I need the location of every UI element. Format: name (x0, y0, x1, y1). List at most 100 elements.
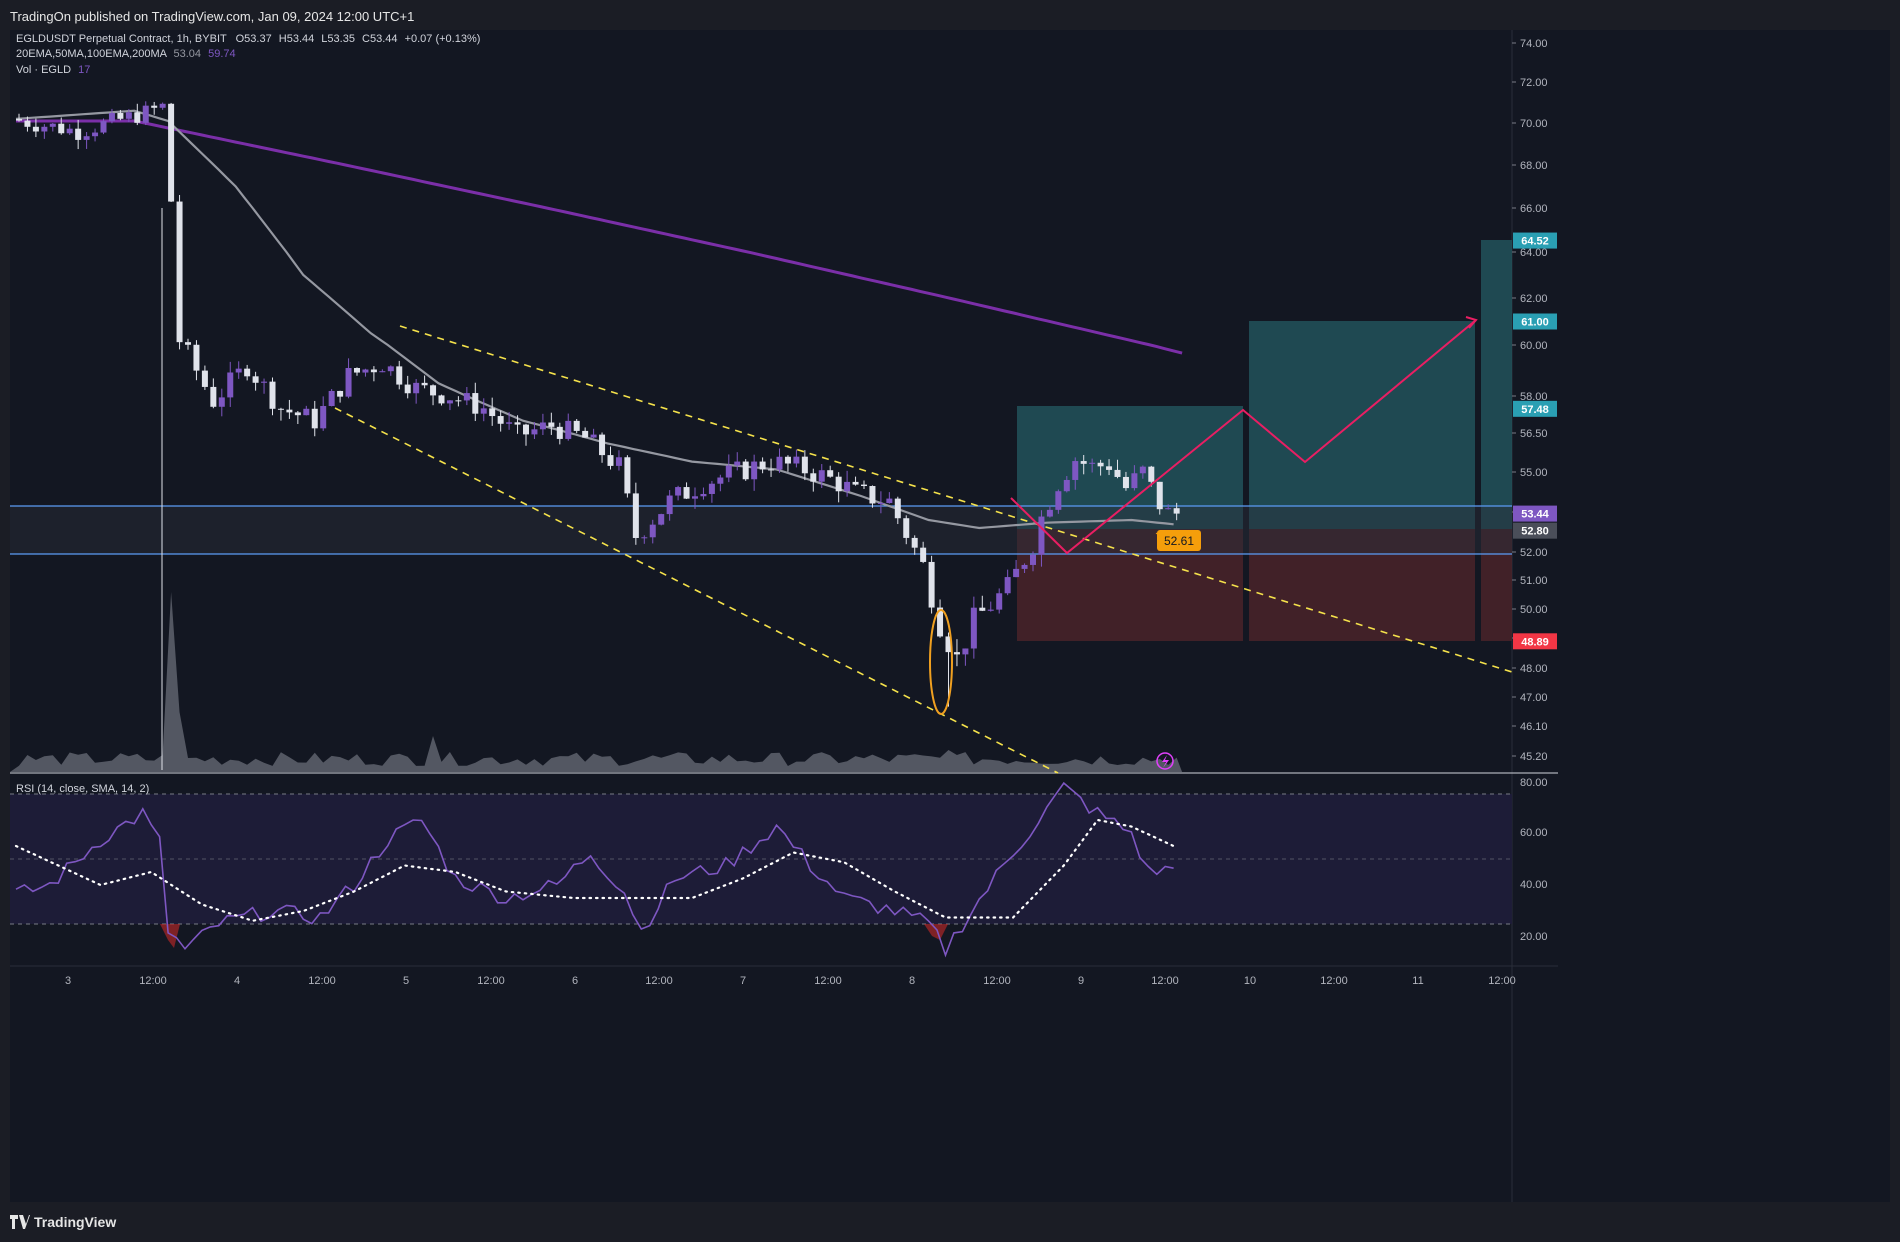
candle-body[interactable] (810, 473, 817, 482)
candle-body[interactable] (649, 524, 656, 538)
candle-body[interactable] (455, 400, 462, 402)
tradingview-logo[interactable]: TradingView (10, 1214, 116, 1230)
candle-body[interactable] (218, 397, 225, 407)
candle-body[interactable] (531, 429, 538, 435)
candle-body[interactable] (1097, 462, 1104, 467)
candle-body[interactable] (1114, 469, 1121, 477)
projection-path[interactable] (1010, 319, 1477, 555)
candle-body[interactable] (49, 123, 56, 127)
candle-body[interactable] (987, 609, 994, 611)
candle-body[interactable] (835, 476, 842, 492)
candle-body[interactable] (227, 372, 234, 398)
candle-body[interactable] (970, 607, 977, 649)
candle-body[interactable] (1072, 461, 1079, 480)
candle-body[interactable] (734, 461, 741, 466)
candle-body[interactable] (953, 652, 960, 655)
candle-body[interactable] (784, 456, 791, 464)
candle-body[interactable] (717, 477, 724, 484)
candle-body[interactable] (979, 607, 986, 611)
candle-body[interactable] (261, 381, 268, 383)
candle-body[interactable] (725, 465, 732, 478)
candle-body[interactable] (751, 461, 758, 480)
candle-body[interactable] (1046, 509, 1053, 517)
candle-body[interactable] (24, 120, 31, 127)
candle-body[interactable] (599, 434, 606, 456)
candle-body[interactable] (1089, 462, 1096, 464)
candle-body[interactable] (379, 371, 386, 373)
candle-body[interactable] (742, 461, 749, 480)
candle-body[interactable] (1122, 476, 1129, 489)
candle-body[interactable] (269, 381, 276, 409)
candle-body[interactable] (514, 422, 521, 425)
candle-body[interactable] (16, 118, 22, 121)
candle-body[interactable] (666, 495, 673, 515)
candle-body[interactable] (920, 547, 927, 562)
candle-body[interactable] (793, 456, 800, 464)
candle-body[interactable] (66, 128, 73, 134)
time-axis[interactable]: 3 12:00 4 12:00 5 12:00 6 12:00 7 12:00 8 12:00 9 12:… (65, 975, 1516, 987)
position-zones[interactable] (1017, 240, 1512, 641)
candle-body[interactable] (1139, 466, 1146, 474)
candle-body[interactable] (1004, 577, 1011, 594)
candle-body[interactable] (438, 395, 445, 404)
candle-body[interactable] (1055, 491, 1062, 510)
candle-body[interactable] (489, 408, 496, 417)
candle-body[interactable] (658, 514, 665, 525)
candle-body[interactable] (818, 470, 825, 482)
candle-body[interactable] (396, 366, 403, 385)
profit-zone-1[interactable] (1017, 406, 1243, 529)
candle-body[interactable] (1038, 516, 1045, 555)
candle-body[interactable] (244, 368, 251, 377)
candle-body[interactable] (446, 400, 453, 404)
candle-body[interactable] (480, 408, 487, 414)
candle-body[interactable] (430, 385, 437, 396)
candle-body[interactable] (1165, 508, 1172, 510)
candle-body[interactable] (168, 103, 175, 202)
rsi-ma-line[interactable] (14, 818, 1175, 922)
trendline-lower[interactable] (334, 407, 1059, 774)
candle-body[interactable] (311, 408, 318, 429)
loss-zone-3[interactable] (1481, 529, 1512, 641)
candle-body[interactable] (404, 384, 411, 394)
candle-body[interactable] (252, 376, 259, 383)
candle-body[interactable] (1063, 479, 1070, 492)
candle-body[interactable] (1156, 481, 1163, 510)
candle-body[interactable] (700, 493, 707, 497)
candle-body[interactable] (413, 382, 420, 394)
candle-body[interactable] (58, 123, 65, 134)
ma-grey-line[interactable] (15, 109, 1174, 530)
candle-body[interactable] (176, 201, 183, 343)
candle-body[interactable] (539, 422, 546, 430)
candle-body[interactable] (92, 132, 99, 137)
candle-body[interactable] (937, 607, 944, 637)
candle-body[interactable] (768, 469, 775, 471)
flash-icon[interactable] (1156, 752, 1174, 770)
candle-body[interactable] (708, 483, 715, 494)
candle-body[interactable] (100, 121, 107, 133)
candle-body[interactable] (185, 342, 191, 345)
candle-body[interactable] (894, 498, 901, 519)
candle-body[interactable] (556, 426, 563, 439)
candle-body[interactable] (497, 416, 504, 424)
candle-body[interactable] (776, 456, 783, 470)
candle-body[interactable] (201, 370, 208, 387)
candle-body[interactable] (615, 457, 622, 466)
chart-svg[interactable]: 52.61 74.00 72.00 70.00 68.00 66.00 64.00 62.0… (10, 30, 1890, 1202)
candle-body[interactable] (75, 128, 82, 140)
rsi-axis[interactable]: 80.00 60.00 40.00 20.00 (1520, 777, 1548, 943)
candle-body[interactable] (235, 368, 242, 373)
candle-body[interactable] (582, 430, 589, 438)
candle-body[interactable] (337, 390, 344, 397)
candle-body[interactable] (945, 636, 952, 653)
candle-body[interactable] (134, 112, 141, 123)
ma-purple-line[interactable] (16, 119, 1183, 355)
candle-body[interactable] (32, 126, 39, 132)
candle-body[interactable] (861, 484, 867, 487)
candle-body[interactable] (1080, 461, 1087, 464)
candle-body[interactable] (692, 496, 698, 499)
chart-area[interactable]: 52.61 74.00 72.00 70.00 68.00 66.00 64.00 62.0… (10, 30, 1890, 1202)
candle-body[interactable] (801, 456, 808, 474)
loss-zone-2[interactable] (1249, 529, 1475, 641)
candle-body[interactable] (286, 409, 293, 413)
candle-body[interactable] (506, 422, 513, 424)
